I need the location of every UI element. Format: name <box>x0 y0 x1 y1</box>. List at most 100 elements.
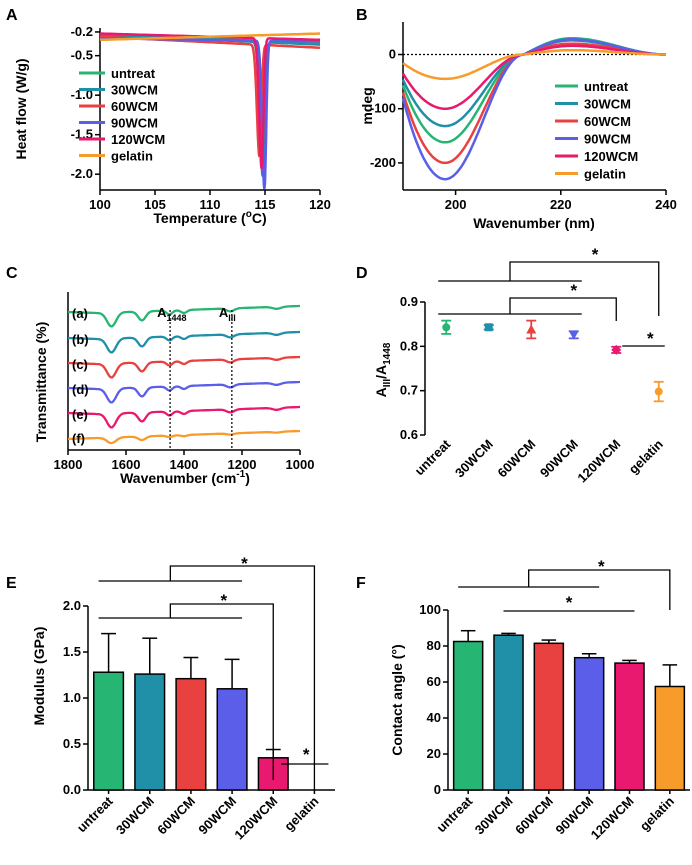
panel-letter-F: F <box>356 575 366 592</box>
band-marker-label: A1448 <box>157 305 186 323</box>
bar-gelatin <box>654 685 686 791</box>
x-axis-label: Wavenumber (cm-1) <box>120 469 250 486</box>
bar-120WCM <box>614 662 645 791</box>
x-tick-label: 1800 <box>54 457 83 472</box>
point-gelatin <box>654 387 663 396</box>
x-tick-label: 60WCM <box>512 794 556 838</box>
series-line-120WCM <box>401 44 666 110</box>
legend-label-90WCM: 90WCM <box>111 116 158 131</box>
bar-30WCM <box>493 634 524 791</box>
y-tick-label: 20 <box>427 746 441 761</box>
y-tick-label: 0.0 <box>63 782 81 797</box>
x-tick-label: 60WCM <box>495 437 539 481</box>
x-axis-label: Temperature (oC) <box>153 209 266 226</box>
legend-label-30WCM: 30WCM <box>584 97 631 112</box>
x-tick-label: untreat <box>74 793 116 835</box>
y-tick-label: 0 <box>389 47 396 62</box>
series-line-90WCM <box>401 38 666 181</box>
series-line-120WCM <box>68 405 300 429</box>
x-tick-label: 120WCM <box>231 794 280 843</box>
y-tick-label: -200 <box>370 155 396 170</box>
significance-bracket <box>438 297 617 321</box>
point-30WCM <box>484 323 493 332</box>
series-line-gelatin <box>99 32 320 42</box>
x-tick-label: 1600 <box>112 457 141 472</box>
x-tick-label: 100 <box>89 197 111 212</box>
y-tick-label: 1.0 <box>63 690 81 705</box>
y-tick-label: 0.9 <box>400 294 418 309</box>
series-label-30WCM: (b) <box>72 332 89 347</box>
bar-untreat <box>452 640 484 791</box>
x-tick-label: 30WCM <box>113 794 157 838</box>
x-tick-label: 1000 <box>286 457 315 472</box>
legend-label-120WCM: 120WCM <box>111 132 165 147</box>
panel-letter-C: C <box>6 265 18 282</box>
x-tick-label: 120WCM <box>588 794 637 843</box>
series-line-untreat <box>68 304 300 328</box>
significance-star: * <box>221 591 228 610</box>
y-axis-label: Transmittance (%) <box>33 322 49 443</box>
x-tick-label: gelatin <box>281 793 321 833</box>
legend-label-untreat: untreat <box>584 79 629 94</box>
x-tick-label: 115 <box>255 197 276 212</box>
legend-label-60WCM: 60WCM <box>111 99 158 114</box>
series-line-30WCM <box>68 330 300 354</box>
point-120WCM <box>611 344 622 355</box>
x-tick-label: 1400 <box>170 457 199 472</box>
x-tick-label: 200 <box>445 197 467 212</box>
x-tick-label: gelatin <box>637 793 677 833</box>
y-tick-label: 1.5 <box>63 644 81 659</box>
y-tick-label: 60 <box>427 674 441 689</box>
series-label-120WCM: (e) <box>72 407 88 422</box>
panel-letter-B: B <box>356 7 368 24</box>
y-tick-label: 0.8 <box>400 338 418 353</box>
y-tick-label: 40 <box>427 710 441 725</box>
y-axis-label: mdeg <box>359 87 375 124</box>
y-tick-label: 80 <box>427 638 441 653</box>
y-tick-label: -2.0 <box>71 166 93 181</box>
series-label-untreat: (a) <box>72 306 88 321</box>
x-tick-label: 120 <box>309 197 331 212</box>
x-tick-label: 120WCM <box>574 437 623 486</box>
significance-bracket <box>458 569 671 610</box>
bar-untreat <box>93 671 125 791</box>
bar-90WCM <box>573 656 605 791</box>
legend-label-120WCM: 120WCM <box>584 149 638 164</box>
bar-30WCM <box>134 673 166 791</box>
x-tick-label: 1200 <box>228 457 257 472</box>
band-marker-label: AIII <box>219 305 236 323</box>
legend-label-90WCM: 90WCM <box>584 132 631 147</box>
significance-bracket <box>438 261 660 316</box>
bar-60WCM <box>175 677 207 791</box>
y-tick-label: -0.5 <box>71 48 93 63</box>
y-tick-label: 0 <box>434 782 441 797</box>
y-tick-label: 0.7 <box>400 383 418 398</box>
series-line-60WCM <box>68 355 300 379</box>
significance-bracket <box>98 603 274 780</box>
significance-bracket <box>98 565 316 790</box>
significance-star: * <box>570 281 577 300</box>
series-line-gelatin <box>68 429 300 445</box>
y-tick-label: 0.6 <box>400 427 418 442</box>
x-tick-label: 30WCM <box>472 794 516 838</box>
series-label-90WCM: (d) <box>72 382 89 397</box>
significance-star: * <box>647 329 654 348</box>
legend-label-gelatin: gelatin <box>111 149 153 164</box>
point-90WCM <box>568 330 579 340</box>
x-tick-label: gelatin <box>626 436 666 476</box>
y-tick-label: 2.0 <box>63 598 81 613</box>
y-tick-label: -100 <box>370 101 396 116</box>
series-label-gelatin: (f) <box>72 431 85 446</box>
bar-90WCM <box>216 688 248 791</box>
legend-label-gelatin: gelatin <box>584 167 626 182</box>
x-tick-label: untreat <box>434 793 476 835</box>
panel-letter-D: D <box>356 265 368 282</box>
panel-letter-E: E <box>6 575 17 592</box>
x-tick-label: 30WCM <box>452 437 496 481</box>
point-untreat <box>442 323 451 332</box>
bar-60WCM <box>533 642 565 791</box>
point-60WCM <box>526 324 537 334</box>
x-tick-label: 60WCM <box>154 794 198 838</box>
series-line-gelatin <box>402 48 666 81</box>
